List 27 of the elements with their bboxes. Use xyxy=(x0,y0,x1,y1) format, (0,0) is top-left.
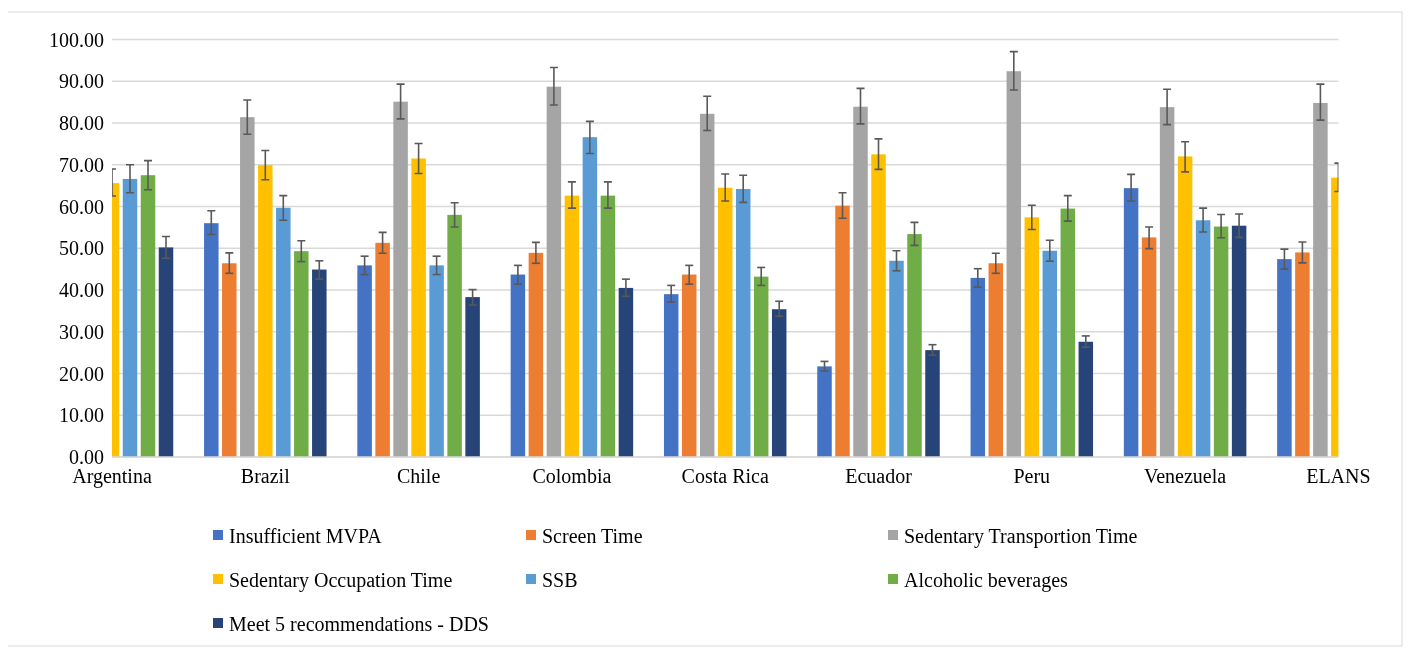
legend-label: SSB xyxy=(542,569,578,591)
x-tick-label: Argentina xyxy=(72,465,152,488)
x-tick-label: Chile xyxy=(396,465,441,487)
x-tick-label: ELANS xyxy=(1306,465,1371,487)
legend-label: Sedentary Occupation Time xyxy=(229,569,453,592)
x-tick-label: Peru xyxy=(1013,465,1051,487)
y-tick-label: 90.00 xyxy=(59,70,104,93)
legend-label: Sedentary Transportion Time xyxy=(904,525,1138,548)
y-tick-label: 100.00 xyxy=(49,28,104,51)
x-tick-label: Costa Rica xyxy=(681,465,769,487)
x-tick-label: Ecuador xyxy=(845,465,913,487)
y-tick-label: 60.00 xyxy=(59,195,104,218)
y-tick-label: 0.00 xyxy=(69,446,104,468)
x-tick-label: Brazil xyxy=(240,465,291,487)
y-tick-label: 10.00 xyxy=(59,404,104,427)
legend-label: Alcoholic beverages xyxy=(904,569,1069,592)
legend-label: Insufficient MVPA xyxy=(229,525,383,547)
y-tick-label: 70.00 xyxy=(59,153,104,176)
x-tick-label: Venezuela xyxy=(1144,465,1227,487)
x-tick-label: Colombia xyxy=(532,465,612,487)
y-tick-label: 20.00 xyxy=(59,362,104,385)
legend-label: Screen Time xyxy=(542,525,643,547)
y-tick-label: 30.00 xyxy=(59,320,104,343)
legend-label: Meet 5 recommendations - DDS xyxy=(229,613,489,635)
y-tick-label: 40.00 xyxy=(59,279,104,301)
y-tick-label: 80.00 xyxy=(59,112,104,134)
y-tick-label: 50.00 xyxy=(59,237,104,260)
